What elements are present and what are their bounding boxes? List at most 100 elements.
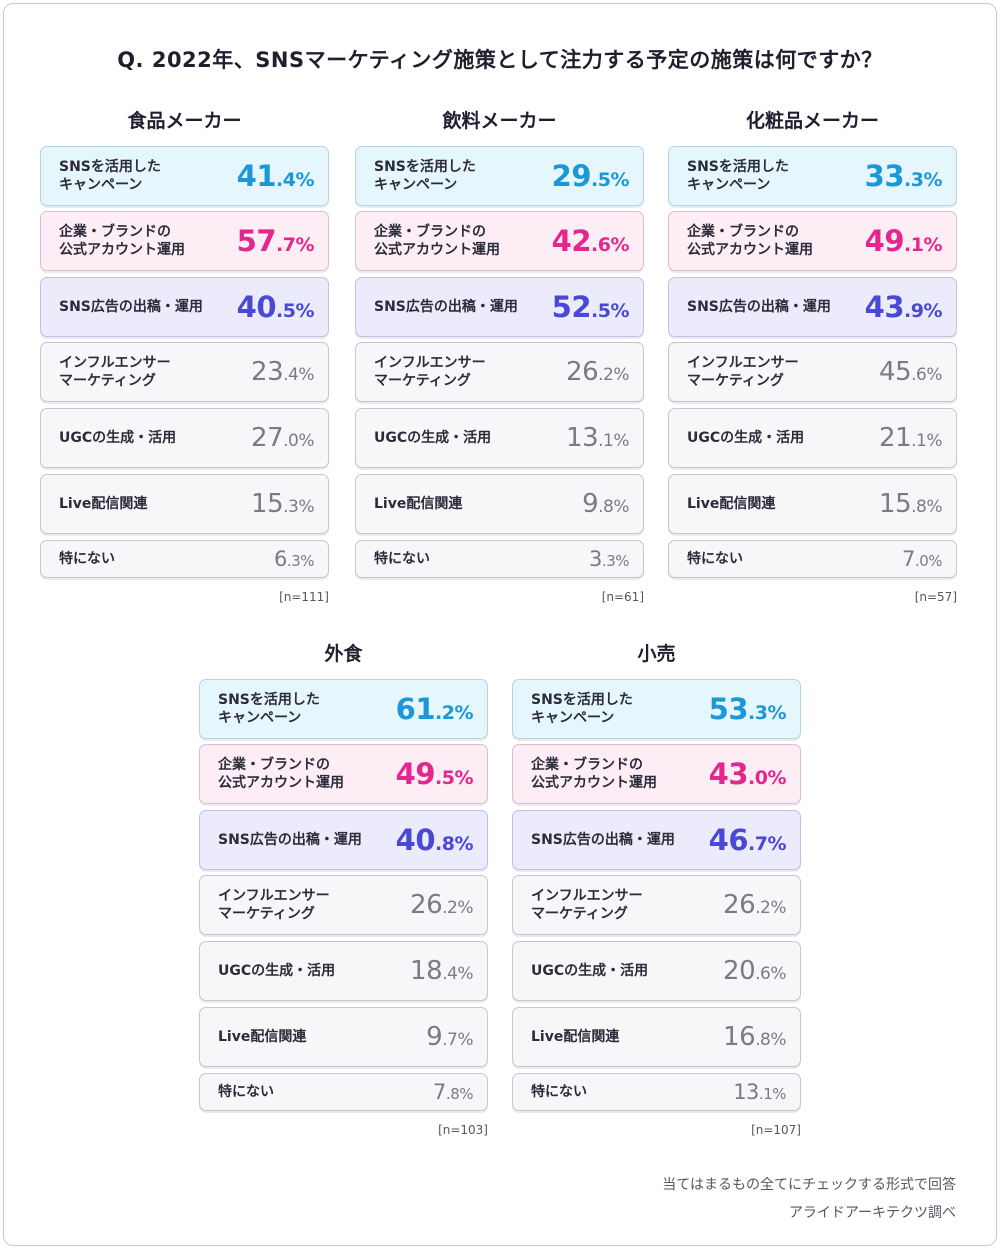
sample-size-label: [n=107] — [751, 1123, 801, 1137]
value-integer: 7 — [902, 547, 915, 571]
value-decimal: .3% — [286, 552, 315, 570]
row-label: SNSを活用した キャンペーン — [59, 159, 161, 193]
sample-size-label: [n=57] — [914, 590, 957, 604]
panel-title: 食品メーカー — [127, 110, 242, 132]
row-label: 特にない — [687, 551, 743, 567]
row-ugc: UGCの生成・活用 18.4% — [199, 941, 488, 1001]
value-integer: 52 — [551, 290, 592, 324]
row-value: 42.6% — [552, 224, 630, 258]
panel-title: 小売 — [637, 643, 676, 665]
value-integer: 13 — [733, 1080, 759, 1104]
row-sns-ads: SNS広告の出稿・運用 40.5% — [40, 277, 329, 337]
panel-2: 飲料メーカー SNSを活用した キャンペーン 29.5% 企業・ブランドの 公式アカウ… — [355, 108, 644, 608]
value-decimal: .4% — [442, 964, 473, 984]
row-value: 61.2% — [396, 692, 474, 726]
row-label: SNSを活用した キャンペーン — [374, 159, 476, 193]
row-label: 企業・ブランドの 公式アカウント運用 — [531, 757, 657, 791]
row-campaign: SNSを活用した キャンペーン 29.5% — [355, 146, 644, 206]
row-label: Live配信関連 — [531, 1029, 620, 1045]
row-label: Live配信関連 — [59, 496, 148, 512]
row-label: 企業・ブランドの 公式アカウント運用 — [59, 224, 185, 258]
value-integer: 46 — [708, 823, 749, 857]
row-official-account: 企業・ブランドの 公式アカウント運用 57.7% — [40, 211, 329, 271]
value-integer: 49 — [395, 757, 436, 791]
value-integer: 21 — [879, 423, 912, 453]
row-label: UGCの生成・活用 — [218, 963, 336, 979]
sample-size-label: [n=61] — [601, 590, 644, 604]
row-value: 3.3% — [589, 547, 629, 571]
footer-source: アライドアーキテクツ調べ — [788, 1205, 956, 1221]
value-integer: 43 — [864, 290, 905, 324]
row-campaign: SNSを活用した キャンペーン 61.2% — [199, 679, 488, 739]
sample-size-label: [n=111] — [279, 590, 329, 604]
row-campaign: SNSを活用した キャンペーン 33.3% — [668, 146, 957, 206]
row-value: 57.7% — [236, 224, 315, 258]
row-influencer: インフルエンサー マーケティング 45.6% — [668, 342, 957, 402]
row-label: SNS広告の出稿・運用 — [59, 299, 203, 315]
value-integer: 9 — [426, 1022, 443, 1052]
chart-frame — [3, 3, 997, 1246]
row-none: 特にない 7.0% — [668, 540, 957, 578]
row-live: Live配信関連 9.8% — [355, 474, 644, 534]
row-label: SNS広告の出稿・運用 — [531, 832, 675, 848]
value-decimal: .4% — [276, 169, 314, 191]
value-decimal: .0% — [914, 552, 943, 570]
value-integer: 33 — [864, 159, 905, 193]
panel-title: 外食 — [324, 643, 363, 665]
panel-title: 飲料メーカー — [442, 110, 557, 132]
value-integer: 57 — [236, 224, 277, 258]
chart-title: Q. 2022年、SNSマーケティング施策として注力する予定の施策は何ですか？ — [117, 48, 883, 72]
row-label: 特にない — [374, 551, 430, 567]
value-decimal: .8% — [755, 1030, 786, 1050]
row-value: 6.3% — [274, 547, 314, 571]
row-value: 26.2% — [723, 890, 786, 920]
row-sns-ads: SNS広告の出稿・運用 52.5% — [355, 277, 644, 337]
row-influencer: インフルエンサー マーケティング 26.2% — [512, 875, 801, 935]
value-decimal: .3% — [748, 702, 786, 724]
panel-4: 外食 SNSを活用した キャンペーン 61.2% 企業・ブランドの 公式アカウント運用… — [199, 641, 488, 1141]
value-integer: 45 — [879, 357, 912, 387]
row-label: SNS広告の出稿・運用 — [218, 832, 362, 848]
row-live: Live配信関連 9.7% — [199, 1007, 488, 1067]
value-decimal: .1% — [758, 1085, 787, 1103]
row-live: Live配信関連 16.8% — [512, 1007, 801, 1067]
value-integer: 53 — [708, 692, 749, 726]
row-value: 53.3% — [708, 692, 787, 726]
value-integer: 13 — [566, 423, 599, 453]
value-decimal: .4% — [283, 365, 314, 385]
value-decimal: .8% — [435, 833, 473, 855]
row-sns-ads: SNS広告の出稿・運用 46.7% — [512, 810, 801, 870]
value-integer: 7 — [433, 1080, 446, 1104]
value-decimal: .8% — [911, 497, 942, 517]
row-label: UGCの生成・活用 — [374, 430, 492, 446]
value-decimal: .1% — [904, 234, 942, 256]
row-label: 特にない — [531, 1084, 587, 1100]
row-label: SNSを活用した キャンペーン — [531, 692, 633, 726]
value-decimal: .3% — [601, 552, 630, 570]
value-decimal: .7% — [276, 234, 314, 256]
row-value: 7.8% — [433, 1080, 473, 1104]
row-value: 49.5% — [395, 757, 474, 791]
row-label: 特にない — [218, 1084, 274, 1100]
row-campaign: SNSを活用した キャンペーン 53.3% — [512, 679, 801, 739]
row-label: 企業・ブランドの 公式アカウント運用 — [218, 757, 344, 791]
value-decimal: .6% — [755, 964, 786, 984]
value-decimal: .7% — [748, 833, 786, 855]
row-ugc: UGCの生成・活用 20.6% — [512, 941, 801, 1001]
row-value: 13.1% — [566, 423, 629, 453]
row-label: SNS広告の出稿・運用 — [374, 299, 518, 315]
row-none: 特にない 6.3% — [40, 540, 329, 578]
sample-size-label: [n=103] — [438, 1123, 488, 1137]
row-label: インフルエンサー マーケティング — [374, 355, 486, 389]
row-value: 13.1% — [733, 1080, 786, 1104]
row-label: インフルエンサー マーケティング — [59, 355, 171, 389]
value-decimal: .8% — [445, 1085, 474, 1103]
value-integer: 20 — [723, 956, 756, 986]
row-value: 27.0% — [251, 423, 314, 453]
row-value: 45.6% — [879, 357, 942, 387]
panel-3: 化粧品メーカー SNSを活用した キャンペーン 33.3% 企業・ブランドの 公式アカ… — [668, 108, 957, 608]
footer-note: 当てはまるもの全てにチェックする形式で回答 — [662, 1177, 956, 1193]
value-integer: 40 — [395, 823, 436, 857]
row-value: 49.1% — [865, 224, 943, 258]
row-label: インフルエンサー マーケティング — [531, 888, 643, 922]
